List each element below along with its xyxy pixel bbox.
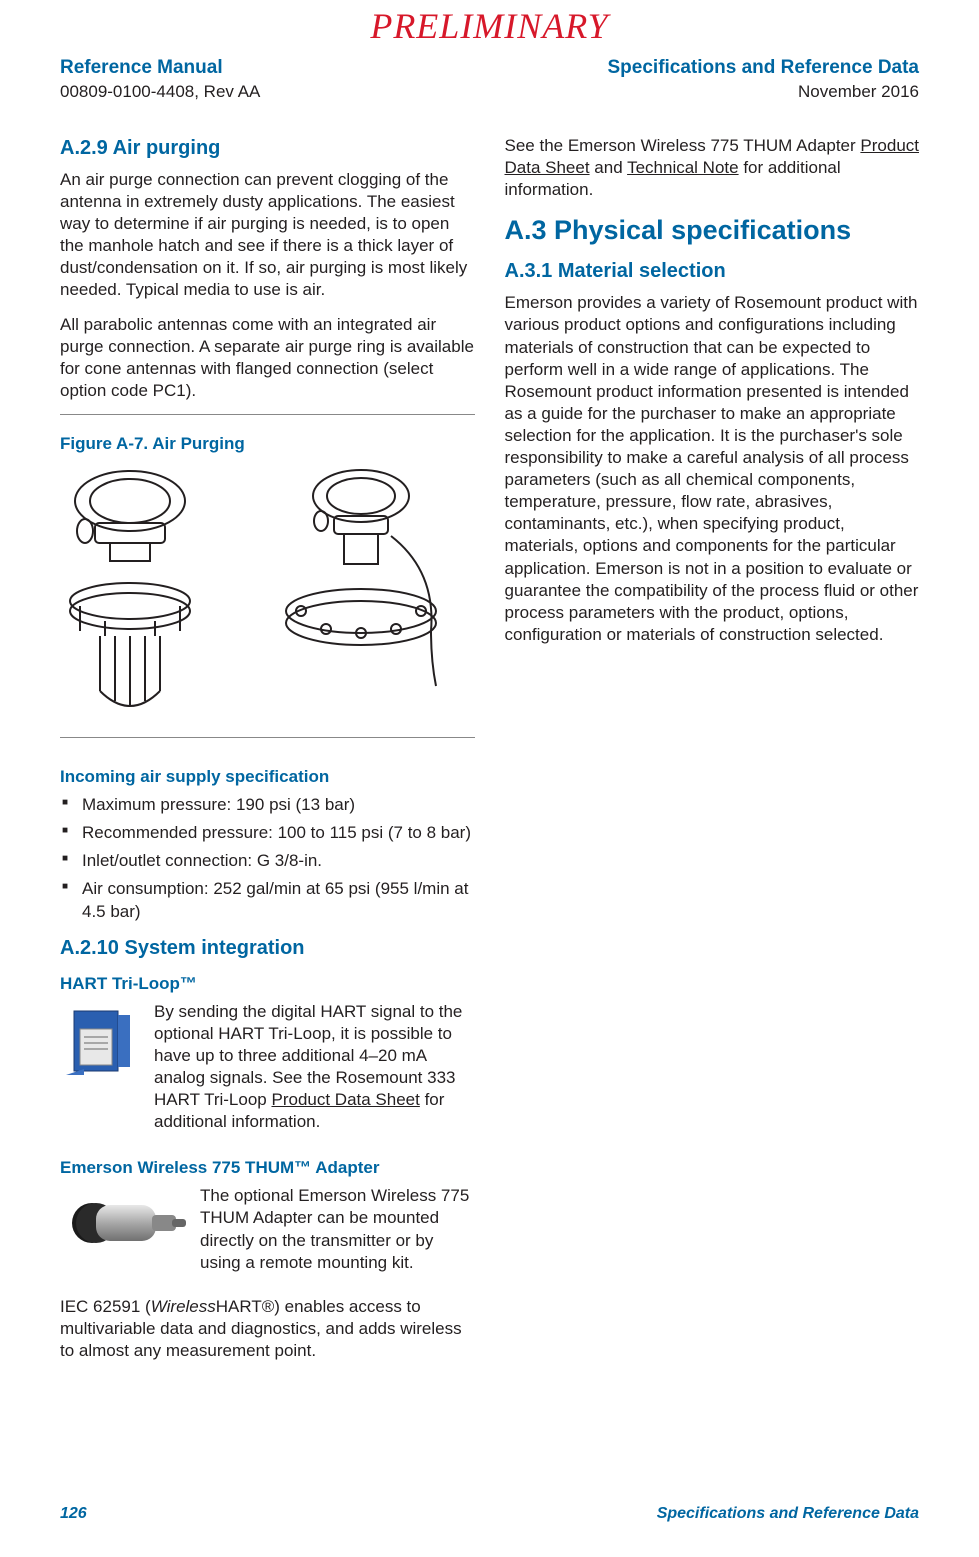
footer-section-title: Specifications and Reference Data [657,1504,919,1525]
hart-module-icon [60,1001,144,1085]
thum-text: The optional Emerson Wireless 775 THUM A… [200,1185,475,1273]
device-drawing-icon [60,461,250,721]
iec-text: IEC 62591 (WirelessHART®) enables access… [60,1296,475,1362]
heading-system-integration: A.2.10 System integration [60,935,475,961]
heading-material-selection: A.3.1 Material selection [505,258,920,284]
heading-thum-adapter: Emerson Wireless 775 THUM™ Adapter [60,1157,475,1179]
list-item: Air consumption: 252 gal/min at 65 psi (… [60,878,475,922]
header-right: Specifications and Reference Data Novemb… [608,56,920,103]
thum-adapter-icon [60,1185,190,1255]
list-item: Maximum pressure: 190 psi (13 bar) [60,794,475,816]
paragraph: An air purge connection can prevent clog… [60,169,475,302]
text-span: See the Emerson Wireless 775 THUM Adapte… [505,136,861,155]
page-number: 126 [60,1504,87,1525]
list-item: Inlet/outlet connection: G 3/8-in. [60,850,475,872]
heading-incoming-air: Incoming air supply specification [60,766,475,788]
watermark-preliminary: PRELIMINARY [0,3,979,50]
header-right-title: Specifications and Reference Data [608,56,920,81]
list-item: Recommended pressure: 100 to 115 psi (7 … [60,822,475,844]
paragraph: Emerson provides a variety of Rosemount … [505,292,920,646]
heading-air-purging: A.2.9 Air purging [60,135,475,161]
text-span: IEC 62591 ( [60,1297,151,1316]
hart-block: By sending the digital HART signal to th… [60,1001,475,1146]
product-data-sheet-link[interactable]: Product Data Sheet [271,1090,419,1109]
header-right-sub: November 2016 [608,81,920,103]
figure-images [60,461,475,721]
technical-note-link[interactable]: Technical Note [627,158,739,177]
header-left-sub: 00809-0100-4408, Rev AA [60,81,260,103]
hart-text: By sending the digital HART signal to th… [154,1001,475,1134]
spec-list: Maximum pressure: 190 psi (13 bar) Recom… [60,794,475,922]
header-left-title: Reference Manual [60,56,260,81]
left-column: A.2.9 Air purging An air purge connectio… [60,135,475,1374]
heading-physical-specs: A.3 Physical specifications [505,213,920,248]
heading-hart-triloop: HART Tri-Loop™ [60,973,475,995]
page-footer: 126 Specifications and Reference Data [60,1504,919,1525]
content-columns: A.2.9 Air purging An air purge connectio… [60,135,919,1374]
right-column: See the Emerson Wireless 775 THUM Adapte… [505,135,920,1374]
text-span: and [590,158,628,177]
thum-block: The optional Emerson Wireless 775 THUM A… [60,1185,475,1285]
paragraph: All parabolic antennas come with an inte… [60,314,475,402]
device-drawing-icon [266,461,456,721]
intro-paragraph: See the Emerson Wireless 775 THUM Adapte… [505,135,920,201]
figure-title: Figure A-7. Air Purging [60,433,475,455]
figure-a7: Figure A-7. Air Purging [60,414,475,738]
text-italic: Wireless [151,1297,216,1316]
page-header: Reference Manual 00809-0100-4408, Rev AA… [60,56,919,103]
header-left: Reference Manual 00809-0100-4408, Rev AA [60,56,260,103]
